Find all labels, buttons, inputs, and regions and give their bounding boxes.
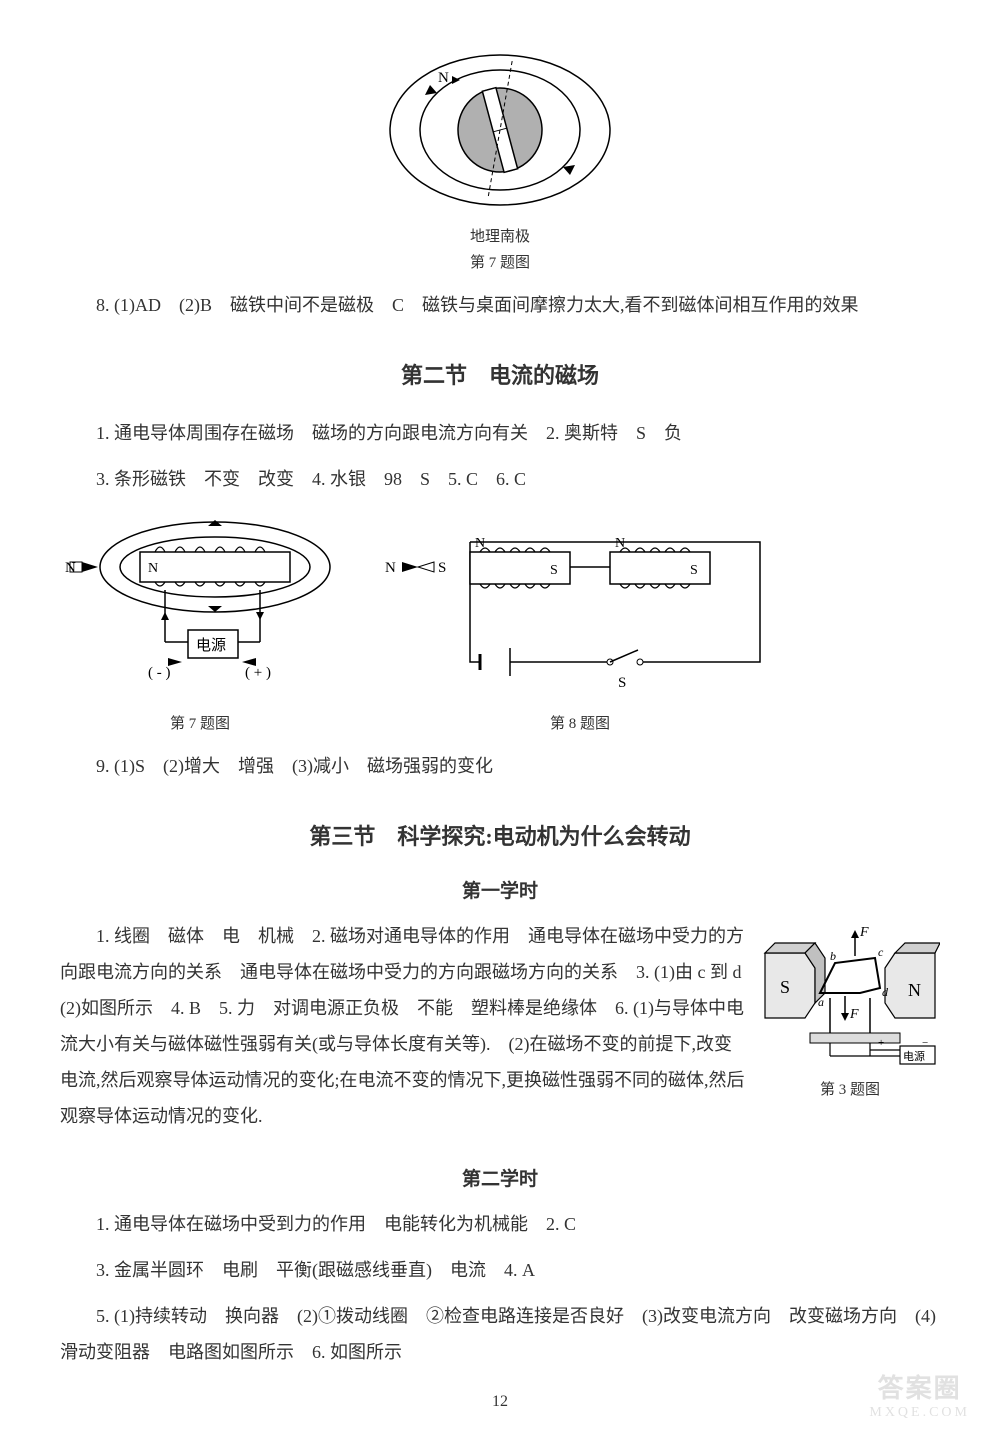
figure-8-section-2: N S N S N S S: [380, 512, 780, 733]
svg-text:S: S: [780, 977, 790, 997]
svg-text:b: b: [830, 949, 836, 963]
sub2-title: 第二学时: [60, 1164, 940, 1191]
watermark: 答案圈 MXQE.COM: [869, 1368, 970, 1421]
watermark-line-2: MXQE.COM: [869, 1405, 970, 1421]
svg-text:N: N: [148, 561, 158, 576]
sub1-content: S N a b c d F F: [60, 918, 940, 1144]
svg-text:c: c: [878, 945, 884, 959]
svg-text:电源: 电源: [196, 637, 226, 654]
svg-text:S: S: [690, 563, 698, 578]
figure-8-s2-caption: 第 8 题图: [380, 712, 780, 733]
answer-line-8: 8. (1)AD (2)B 磁铁中间不是磁极 C 磁铁与桌面间摩擦力太大,看不到…: [60, 287, 940, 323]
solenoid-diagram: N N 电源 ( - ) ( + ): [60, 512, 340, 702]
svg-text:电源: 电源: [903, 1049, 925, 1063]
figure-row-section-2: N N 电源 ( - ) ( + ) 第: [60, 512, 940, 733]
section-3-title: 第三节 科学探究:电动机为什么会转动: [60, 819, 940, 851]
svg-text:S: S: [618, 675, 626, 691]
motor-diagram: S N a b c d F F: [760, 918, 940, 1068]
sub2-line-3: 5. (1)持续转动 换向器 (2)①拨动线圈 ②检查电路连接是否良好 (3)改…: [60, 1298, 940, 1370]
figure-7-s2-caption: 第 7 题图: [60, 712, 340, 733]
watermark-line-1: 答案圈: [869, 1368, 970, 1405]
svg-text:S: S: [550, 563, 558, 578]
page-number: 12: [492, 1393, 508, 1411]
svg-text:( + ): ( + ): [245, 665, 271, 681]
sub2-line-1: 1. 通电导体在磁场中受到力的作用 电能转化为机械能 2. C: [60, 1206, 940, 1242]
figure-7-top: N 地理南极 第 7 题图: [60, 40, 940, 272]
svg-text:( - ): ( - ): [148, 665, 171, 681]
svg-text:F: F: [849, 1007, 859, 1022]
svg-text:S: S: [438, 560, 446, 576]
svg-text:F: F: [859, 925, 869, 940]
sub1-title: 第一学时: [60, 876, 940, 903]
svg-text:N: N: [385, 560, 396, 576]
svg-text:−: −: [922, 1037, 928, 1049]
svg-text:+: +: [878, 1037, 884, 1049]
figure-7-top-caption-2: 第 7 题图: [60, 251, 940, 272]
svg-text:N: N: [438, 70, 449, 86]
figure-3-s3-caption: 第 3 题图: [760, 1078, 940, 1099]
two-solenoid-circuit: N S N S N S S: [380, 512, 780, 702]
section-2-title: 第二节 电流的磁场: [60, 358, 940, 390]
section-2-line-9: 9. (1)S (2)增大 增强 (3)减小 磁场强弱的变化: [60, 748, 940, 784]
figure-3-section-3: S N a b c d F F: [760, 918, 940, 1099]
section-2-line-1: 1. 通电导体周围存在磁场 磁场的方向跟电流方向有关 2. 奥斯特 S 负: [60, 415, 940, 451]
sub2-line-2: 3. 金属半圆环 电刷 平衡(跟磁感线垂直) 电流 4. A: [60, 1252, 940, 1288]
svg-text:N: N: [908, 980, 921, 1000]
svg-text:a: a: [818, 995, 824, 1009]
earth-magnetic-field-diagram: N: [370, 40, 630, 220]
svg-text:d: d: [882, 985, 889, 999]
figure-7-top-caption-1: 地理南极: [60, 225, 940, 246]
figure-7-section-2: N N 电源 ( - ) ( + ) 第: [60, 512, 340, 733]
section-2-line-2: 3. 条形磁铁 不变 改变 4. 水银 98 S 5. C 6. C: [60, 461, 940, 497]
